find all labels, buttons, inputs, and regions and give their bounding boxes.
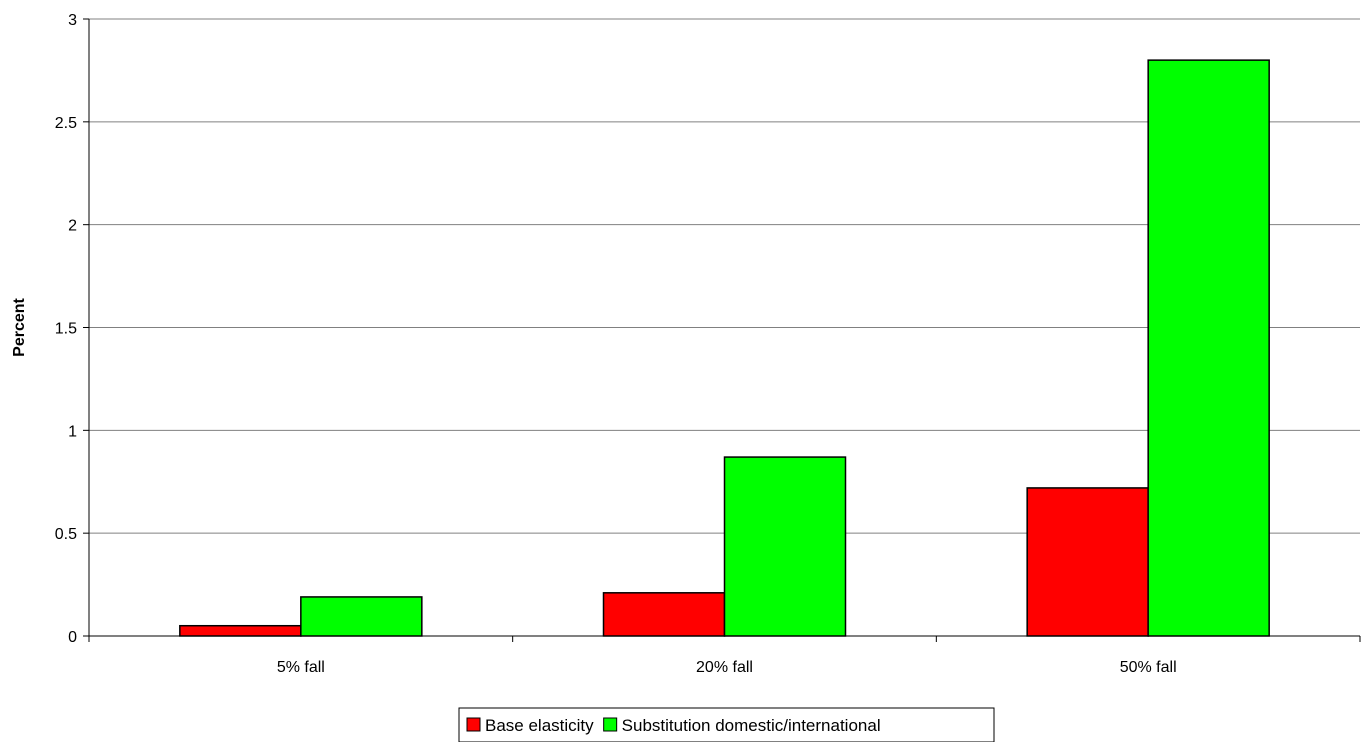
- y-tick-label: 3: [68, 12, 77, 29]
- y-tick-label: 1.5: [55, 321, 77, 338]
- bar-base-elasticity-0: [179, 624, 302, 637]
- bar-base-elasticity-1: [602, 592, 726, 637]
- bar-substitution-2: [1147, 59, 1270, 637]
- y-tick-label: 0.5: [55, 526, 77, 543]
- y-tick-label: 0: [68, 629, 77, 646]
- legend-swatch: [466, 717, 481, 732]
- bar-base-elasticity-2: [1026, 487, 1149, 637]
- y-tick-label: 1: [68, 423, 77, 440]
- x-tick-label: 5% fall: [277, 659, 325, 676]
- x-tick-label: 50% fall: [1120, 659, 1177, 676]
- x-tick-label: 20% fall: [696, 659, 753, 676]
- axes: 0 0.5 1 1.5 2 2.5 3 5% fall 20% fall 50% fall: [55, 12, 1361, 676]
- legend-label: Base elasticity: [485, 716, 594, 735]
- bar-substitution-0: [300, 596, 423, 637]
- y-tick-label: 2.5: [55, 115, 77, 132]
- legend-box: [458, 707, 995, 743]
- legend-swatch: [603, 717, 618, 732]
- legend-label: Substitution domestic/international: [622, 716, 881, 735]
- y-axis-label: Percent: [11, 297, 28, 356]
- legend: Base elasticity Substitution domestic/int…: [458, 707, 995, 743]
- y-tick-label: 2: [68, 218, 77, 235]
- bar-substitution-1: [723, 456, 847, 637]
- bars: [179, 59, 1270, 637]
